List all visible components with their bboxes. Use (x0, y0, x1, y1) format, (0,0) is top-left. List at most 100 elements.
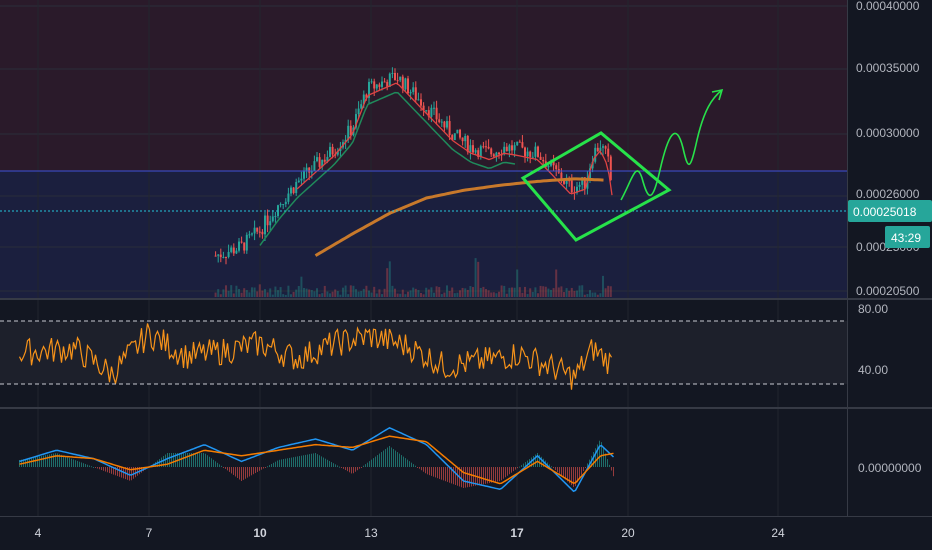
macd-hist-bar (611, 467, 612, 471)
macd-hist-bar (371, 459, 372, 467)
date-label: 4 (35, 526, 42, 540)
macd-hist-bar (199, 453, 200, 467)
volume-bar (490, 292, 493, 297)
candle-body (326, 156, 329, 162)
volume-bar (563, 292, 565, 297)
volume-bar (453, 293, 456, 297)
candle-body (591, 161, 594, 169)
macd-hist-bar (67, 457, 68, 467)
macd-axis[interactable]: 0.00000000 (858, 461, 922, 475)
volume-bar (243, 288, 246, 297)
macd-hist-bar (581, 467, 582, 475)
volume-bar (391, 285, 394, 297)
macd-hist-bar (539, 454, 540, 467)
macd-hist-bar (47, 454, 48, 467)
macd-hist-bar (385, 449, 386, 467)
upper-zone (0, 0, 847, 171)
candle-body (524, 147, 526, 157)
macd-hist-bar (33, 457, 34, 467)
volume-bar (492, 292, 495, 297)
macd-hist-bar (115, 467, 116, 476)
candle-body (552, 160, 555, 166)
macd-hist-bar (65, 456, 66, 467)
macd-hist-bar (129, 467, 130, 481)
volume-bar (370, 292, 373, 297)
time-axis[interactable]: 4 7 10 13 17 20 24 (35, 526, 785, 540)
macd-hist-bar (455, 467, 456, 485)
candle-body (266, 215, 269, 226)
candle-body (495, 152, 498, 157)
macd-hist-bar (395, 450, 396, 467)
rsi-axis[interactable]: 80.00 40.00 (858, 302, 888, 377)
macd-hist-bar (309, 454, 310, 467)
macd-hist-bar (301, 455, 302, 467)
macd-line (19, 426, 615, 493)
macd-hist-bar (481, 467, 482, 485)
macd-hist-bar (501, 467, 502, 481)
rsi-tick: 80.00 (858, 302, 888, 316)
volume-bar (308, 289, 311, 297)
macd-hist-bar (349, 467, 350, 473)
candle-body (586, 178, 589, 189)
candle-body (271, 216, 274, 222)
volume-bar (420, 292, 422, 297)
candle-body (347, 125, 350, 140)
candle-body (269, 221, 272, 226)
volume-bar (422, 294, 425, 297)
macd-hist-bar (239, 467, 240, 480)
volume-bar (459, 290, 461, 297)
candle-body (469, 145, 472, 153)
candle-body (394, 72, 396, 81)
macd-hist-bar (537, 453, 538, 467)
candle-body (555, 165, 558, 170)
projection-arrow-drawing[interactable] (620, 89, 723, 201)
macd-hist-bar (495, 467, 496, 482)
candle-body (446, 121, 448, 128)
macd-hist-bar (99, 467, 100, 470)
price-axis[interactable]: 0.00040000 0.00035000 0.00030000 0.00026… (848, 0, 932, 298)
macd-hist-bar (113, 467, 114, 475)
drawing-tools[interactable] (520, 88, 724, 242)
macd-hist-bar (347, 467, 348, 472)
volume-bar (368, 290, 370, 297)
candle-body (357, 108, 360, 115)
volume-bar (253, 287, 256, 297)
macd-hist-bar (505, 467, 506, 478)
macd-hist-bar (387, 447, 388, 467)
volume-bar (500, 285, 503, 297)
volume-bar (404, 294, 407, 297)
candle-body (508, 145, 511, 152)
macd-hist-bar (109, 467, 110, 474)
macd-hist-bar (531, 457, 532, 467)
macd-hist-bar (323, 457, 324, 467)
macd-hist-bar (483, 467, 484, 485)
candlesticks[interactable] (214, 67, 612, 265)
macd-hist-bar (303, 455, 304, 467)
volume-bar (451, 287, 454, 297)
volume-bar (505, 293, 508, 297)
macd-hist-bar (431, 467, 432, 476)
macd-hist-bar (189, 453, 190, 467)
macd-hist-bar (507, 467, 508, 476)
volume-bar (399, 293, 402, 297)
macd-hist-bar (601, 442, 602, 467)
candle-body (529, 151, 532, 157)
candle-body (498, 152, 500, 155)
macd-hist-bar (453, 467, 454, 485)
candle-body (518, 141, 521, 143)
candle-body (503, 146, 506, 155)
macd-hist-bar (319, 455, 320, 467)
macd-hist-bar (255, 467, 256, 474)
price-tick: 0.00020500 (856, 284, 920, 298)
volume-bar (344, 285, 347, 297)
candle-body (329, 146, 331, 157)
candle-body (451, 135, 454, 141)
candle-body (318, 157, 321, 167)
volume-bar (427, 289, 430, 297)
macd-hist-bar (63, 455, 64, 467)
volume-bar (487, 290, 490, 297)
candle-body (513, 145, 516, 151)
diamond-pattern-drawing[interactable] (520, 131, 672, 242)
candle-body (245, 234, 248, 251)
